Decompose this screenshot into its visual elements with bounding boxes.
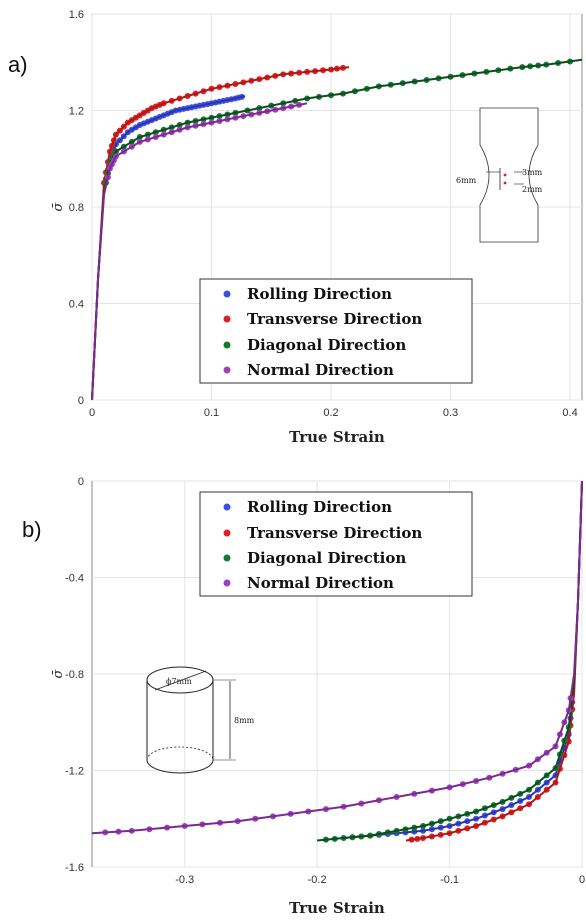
legend-b-diagonal-marker — [223, 554, 231, 562]
cylinder-height-label: 8mm — [234, 716, 255, 725]
a-ytick-label-1: 0.4 — [69, 299, 84, 311]
a-xtick-label-4: 0.4 — [562, 407, 577, 419]
b-xtick-label-3: 0 — [579, 874, 585, 886]
panel-b-label: b) — [22, 517, 42, 542]
panel-a-legend: Rolling Direction Transverse Direction D… — [199, 278, 473, 384]
b-ytick-label-3: -1.2 — [65, 766, 84, 778]
legend-a-diagonal-marker — [223, 341, 231, 349]
panel-b-chart: -0.3 -0.2 -0.1 0 0 -0.4 -0.8 -1.2 -1.6 b) True S… — [22, 476, 585, 917]
a-ytick-label-4: 1.6 — [69, 9, 84, 21]
legend-b-rolling-marker — [223, 503, 231, 511]
cylinder-specimen-diagram: ϕ7mm 8mm — [146, 666, 255, 774]
b-xtick-label-0: -0.3 — [175, 874, 194, 886]
legend-a-rolling: Rolling Direction — [247, 285, 392, 303]
specimen-gap-label: 2mm — [522, 185, 543, 194]
b-normal-fit-line — [91, 480, 583, 835]
panel-a-label: a) — [8, 52, 28, 77]
b-xtick-label-2: -0.1 — [440, 874, 459, 886]
a-xtick-label-1: 0.1 — [204, 407, 219, 419]
b-xtick-label-1: -0.2 — [308, 874, 327, 886]
a-xtick-label-2: 0.2 — [323, 407, 338, 419]
legend-b-transverse-marker — [223, 529, 231, 537]
legend-b-normal: Normal Direction — [247, 574, 394, 592]
legend-a-transverse-marker — [223, 315, 231, 323]
legend-a-transverse: Transverse Direction — [247, 310, 422, 328]
legend-a-normal-marker — [223, 366, 231, 374]
panel-a-xlabel: True Strain — [289, 428, 385, 446]
panel-a-ylabel: σ̄ — [51, 201, 66, 211]
a-xtick-label-3: 0.3 — [443, 407, 458, 419]
b-diagonal-fit-line — [317, 480, 583, 842]
a-xtick-label-0: 0 — [89, 407, 95, 419]
b-ytick-label-4: -1.6 — [65, 862, 84, 874]
panel-b-legend: Rolling Direction Transverse Direction D… — [199, 491, 473, 597]
b-ytick-label-1: -0.4 — [65, 573, 84, 585]
b-ytick-label-0: 0 — [78, 476, 84, 488]
b-ytick-label-2: -0.8 — [65, 669, 84, 681]
specimen-width-label: 6mm — [456, 176, 477, 185]
panel-b-ylabel: σ̄ — [51, 668, 66, 678]
a-ytick-label-0: 0 — [78, 395, 84, 407]
panel-a-chart: 0 0.1 0.2 0.3 0.4 0 0.4 0.8 1.2 1.6 a) True Strai… — [8, 9, 583, 446]
tensile-specimen-diagram: 6mm 3mm 2mm — [456, 107, 543, 243]
legend-b-normal-marker — [223, 579, 231, 587]
specimen-gauge-label: 3mm — [522, 168, 543, 177]
panel-b-xlabel: True Strain — [289, 899, 385, 917]
cylinder-diameter-label: ϕ7mm — [166, 677, 192, 686]
legend-a-normal: Normal Direction — [247, 361, 394, 379]
a-normal-fit-line — [91, 102, 308, 401]
legend-a-rolling-marker — [223, 290, 231, 298]
legend-b-diagonal: Diagonal Direction — [247, 549, 406, 567]
a-ytick-label-3: 1.2 — [69, 106, 84, 118]
legend-b-transverse: Transverse Direction — [247, 524, 422, 542]
legend-a-diagonal: Diagonal Direction — [247, 336, 406, 354]
a-ytick-label-2: 0.8 — [69, 202, 84, 214]
legend-b-rolling: Rolling Direction — [247, 498, 392, 516]
